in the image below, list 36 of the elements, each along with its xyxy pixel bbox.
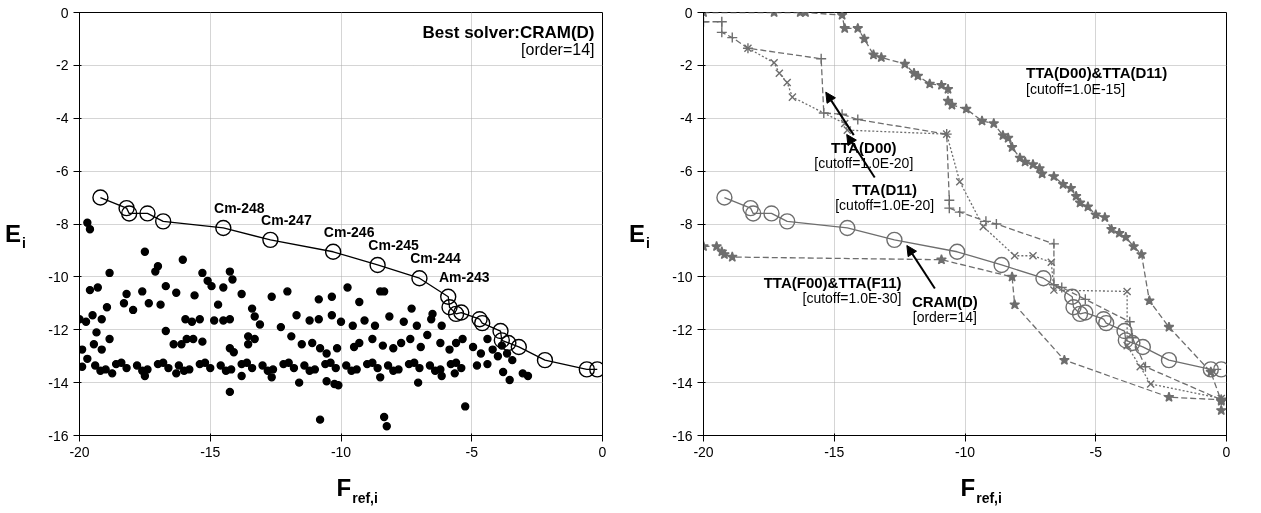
annotation: Best solver:CRAM(D) [order=14] bbox=[422, 22, 595, 58]
y-tick-label: -16 bbox=[672, 427, 693, 444]
y-tick-label: -8 bbox=[56, 216, 69, 232]
x-tick-label: -10 bbox=[954, 443, 976, 460]
y-tick-label: -16 bbox=[48, 427, 69, 444]
annotation: CRAM(D) [order=14] bbox=[911, 292, 978, 325]
y-tick-label: -6 bbox=[680, 163, 693, 180]
x-tick-label: 0 bbox=[1222, 443, 1231, 460]
x-tick-label: -15 bbox=[824, 443, 845, 460]
y-tick-label: -2 bbox=[680, 57, 693, 74]
y-tick-label: -10 bbox=[672, 268, 693, 285]
y-tick-label: -4 bbox=[56, 110, 69, 127]
y-tick-label: 0 bbox=[684, 4, 693, 21]
series-label: TTA(F00)&TTA(F11) [cutoff=1.0E-30] bbox=[763, 273, 902, 306]
y-tick-label: -14 bbox=[672, 374, 693, 391]
x-tick-label: -20 bbox=[693, 443, 714, 460]
y-tick-label: -2 bbox=[56, 57, 69, 74]
y-tick-label: -8 bbox=[680, 216, 693, 232]
annotation: Cm-244 bbox=[410, 250, 461, 267]
text: TTA(D00)&TTA(D11) [cutoff=1.0E-15] bbox=[1026, 64, 1168, 98]
annotation: Cm-248 bbox=[214, 199, 265, 216]
x-tick-label: -15 bbox=[200, 443, 221, 460]
y-tick-label: -12 bbox=[48, 321, 69, 338]
x-tick-label: -20 bbox=[69, 443, 90, 460]
x-tick-label: -5 bbox=[465, 443, 479, 460]
x-tick-label: 0 bbox=[598, 443, 607, 460]
x-tick-label: -5 bbox=[1089, 443, 1103, 460]
annotation: Am-243 bbox=[438, 268, 490, 285]
x-tick-label: -10 bbox=[330, 443, 352, 460]
annotation: TTA(D11) [cutoff=1.0E-20] bbox=[835, 181, 935, 214]
y-tick-label: -4 bbox=[680, 110, 693, 127]
y-tick-label: -6 bbox=[56, 163, 69, 180]
y-tick-label: -12 bbox=[672, 321, 693, 338]
y-tick-label: 0 bbox=[60, 4, 69, 21]
y-tick-label: -14 bbox=[48, 374, 69, 391]
y-tick-label: -10 bbox=[48, 268, 69, 285]
